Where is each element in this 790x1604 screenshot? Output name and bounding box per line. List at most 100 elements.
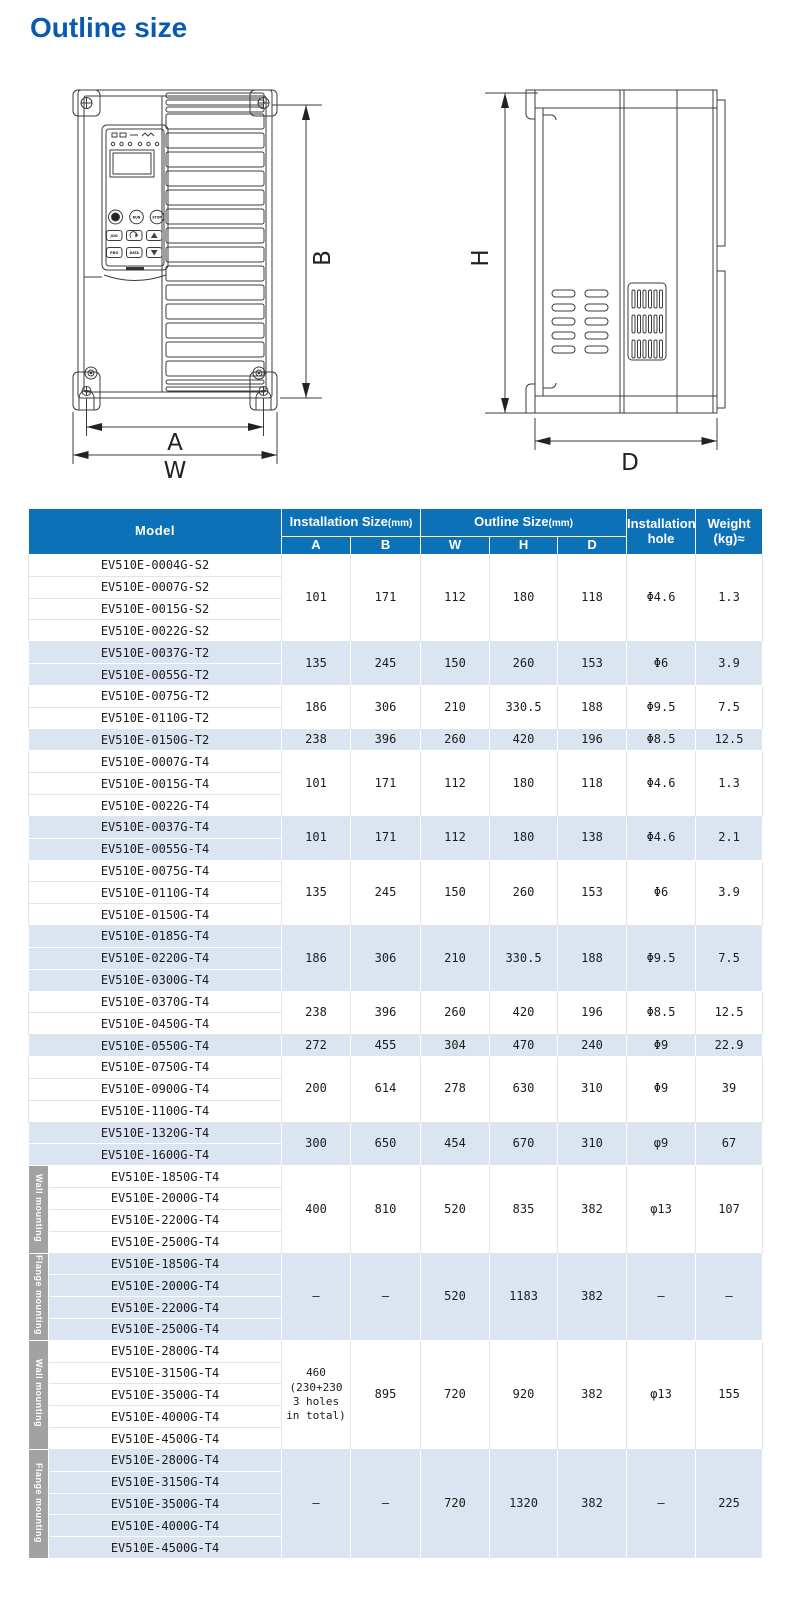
weight-value-cell: 3.9 bbox=[695, 859, 764, 927]
header-d: D bbox=[557, 536, 628, 555]
model-cell: EV510E-2000G-T4 bbox=[48, 1187, 282, 1210]
mount-type-band: Wall mounting bbox=[28, 1339, 49, 1450]
d-value-cell: 196 bbox=[557, 990, 628, 1036]
h-value-cell: 1183 bbox=[489, 1252, 559, 1341]
w-value-cell: 150 bbox=[420, 641, 491, 686]
screw-hole-icon bbox=[81, 386, 92, 396]
cover-screw-icon bbox=[84, 366, 98, 380]
model-cell: EV510E-4000G-T4 bbox=[48, 1514, 282, 1538]
table-row: EV510E-0004G-S2 101 171 112 180 118 Φ4.6 1.3 bbox=[28, 553, 764, 643]
b-value-cell: 455 bbox=[349, 1034, 422, 1058]
front-view-drawing: B A W RUN STOP JOG PRG DATA bbox=[72, 89, 336, 483]
model-cell: EV510E-3150G-T4 bbox=[48, 1361, 282, 1385]
up-button bbox=[146, 230, 163, 241]
w-value-cell: 454 bbox=[420, 1121, 491, 1167]
hole-value-cell: Φ8.5 bbox=[626, 990, 697, 1036]
h-value-cell: 630 bbox=[489, 1056, 559, 1123]
dimension-w bbox=[72, 412, 278, 464]
down-button bbox=[146, 247, 163, 258]
hole-value-cell: φ9 bbox=[626, 1121, 697, 1167]
d-value-cell: 382 bbox=[557, 1339, 628, 1450]
a-value-cell: 186 bbox=[281, 925, 351, 992]
run-button-label: RUN bbox=[133, 215, 141, 219]
data-button-label: DATA bbox=[130, 251, 140, 255]
d-value-cell: 153 bbox=[557, 641, 628, 686]
weight-value-cell: 7.5 bbox=[695, 925, 764, 992]
model-cell: EV510E-1600G-T4 bbox=[28, 1143, 282, 1167]
a-value-cell: 135 bbox=[281, 641, 351, 686]
model-cell: EV510E-0037G-T2 bbox=[28, 641, 282, 665]
hole-value-cell: Φ4.6 bbox=[626, 553, 697, 643]
model-cell: EV510E-1850G-T4 bbox=[48, 1165, 282, 1189]
model-cell: EV510E-2800G-T4 bbox=[48, 1448, 282, 1472]
h-value-cell: 180 bbox=[489, 815, 559, 861]
b-value-cell: 650 bbox=[349, 1121, 422, 1167]
keypad bbox=[101, 124, 169, 281]
a-value-cell: 200 bbox=[281, 1056, 351, 1123]
d-value-cell: 138 bbox=[557, 815, 628, 861]
model-cell: EV510E-0150G-T4 bbox=[28, 903, 282, 927]
a-value-cell: 238 bbox=[281, 990, 351, 1036]
model-cell: EV510E-2000G-T4 bbox=[48, 1274, 282, 1298]
hole-value-cell: Φ9.5 bbox=[626, 925, 697, 992]
weight-value-cell: 7.5 bbox=[695, 684, 764, 730]
model-cell: EV510E-0110G-T2 bbox=[28, 706, 282, 730]
h-value-cell: 470 bbox=[489, 1034, 559, 1058]
led-icon bbox=[110, 141, 116, 147]
w-value-cell: 150 bbox=[420, 859, 491, 927]
model-cell: EV510E-0450G-T4 bbox=[28, 1012, 282, 1036]
knob bbox=[108, 209, 123, 225]
screw-hole-icon bbox=[80, 97, 93, 109]
d-value-cell: 118 bbox=[557, 553, 628, 643]
hole-value-cell: φ13 bbox=[626, 1165, 697, 1254]
model-cell: EV510E-0110G-T4 bbox=[28, 881, 282, 905]
model-cell: EV510E-0150G-T2 bbox=[28, 728, 282, 752]
h-value-cell: 1320 bbox=[489, 1448, 559, 1560]
hole-value-cell: Φ9 bbox=[626, 1056, 697, 1123]
page-title: Outline size bbox=[30, 12, 188, 43]
model-cell: EV510E-0075G-T4 bbox=[28, 859, 282, 883]
jog-button-label: JOG bbox=[110, 234, 118, 238]
w-value-cell: 720 bbox=[420, 1448, 491, 1560]
h-value-cell: 260 bbox=[489, 641, 559, 686]
model-cell: EV510E-3500G-T4 bbox=[48, 1492, 282, 1516]
table-row: EV510E-0007G-S2 bbox=[28, 575, 763, 599]
a-value-cell: 300 bbox=[281, 1121, 351, 1167]
table-row: EV510E-2200G-T4 bbox=[29, 1208, 763, 1232]
model-cell: EV510E-1100G-T4 bbox=[28, 1099, 282, 1123]
b-value-cell: 171 bbox=[349, 750, 422, 817]
stop-button bbox=[149, 209, 165, 225]
a-value-cell: 135 bbox=[281, 859, 351, 927]
model-cell: EV510E-0220G-T4 bbox=[28, 946, 282, 970]
header-installation-hole: Installation hole bbox=[626, 508, 697, 555]
table-row: EV510E-1600G-T4 bbox=[28, 1143, 763, 1167]
stop-button-label: STOP bbox=[152, 215, 162, 219]
led-icon bbox=[127, 141, 133, 147]
run-button bbox=[129, 209, 144, 225]
drive-body-side bbox=[534, 89, 718, 414]
table-row: EV510E-0110G-T2 bbox=[28, 706, 763, 730]
hole-value-cell: Φ4.6 bbox=[626, 750, 697, 817]
b-value-cell: 810 bbox=[349, 1165, 422, 1254]
model-cell: EV510E-0750G-T4 bbox=[28, 1056, 282, 1079]
mount-type-label: Flange mounting bbox=[34, 1255, 44, 1336]
weight-value-cell: 3.9 bbox=[695, 641, 764, 686]
down-arrow-icon bbox=[150, 250, 158, 256]
weight-value-cell: 107 bbox=[695, 1165, 764, 1254]
h-value-cell: 330.5 bbox=[489, 925, 559, 992]
weight-value-cell: 155 bbox=[695, 1339, 764, 1450]
header-a: A bbox=[281, 536, 351, 555]
weight-value-cell: 22.9 bbox=[695, 1034, 764, 1058]
header-model: Model bbox=[28, 508, 282, 555]
model-cell: EV510E-0022G-T4 bbox=[28, 794, 282, 817]
table-row: Wall mounting EV510E-2800G-T4 460 (230+230… bbox=[28, 1339, 764, 1450]
table-row: EV510E-0750G-T4 200 614 278 630 310 Φ9 39 bbox=[28, 1056, 764, 1123]
header-weight: Weight (kg)≈ bbox=[695, 508, 764, 555]
weight-value-cell: 1.3 bbox=[695, 750, 764, 817]
led-icon bbox=[146, 141, 151, 147]
a-value-cell: 238 bbox=[281, 728, 351, 752]
model-cell: EV510E-0004G-S2 bbox=[28, 554, 282, 577]
side-view-drawing: H D bbox=[468, 89, 726, 476]
d-value-cell: 240 bbox=[557, 1034, 628, 1058]
b-value-cell: 396 bbox=[349, 728, 422, 752]
